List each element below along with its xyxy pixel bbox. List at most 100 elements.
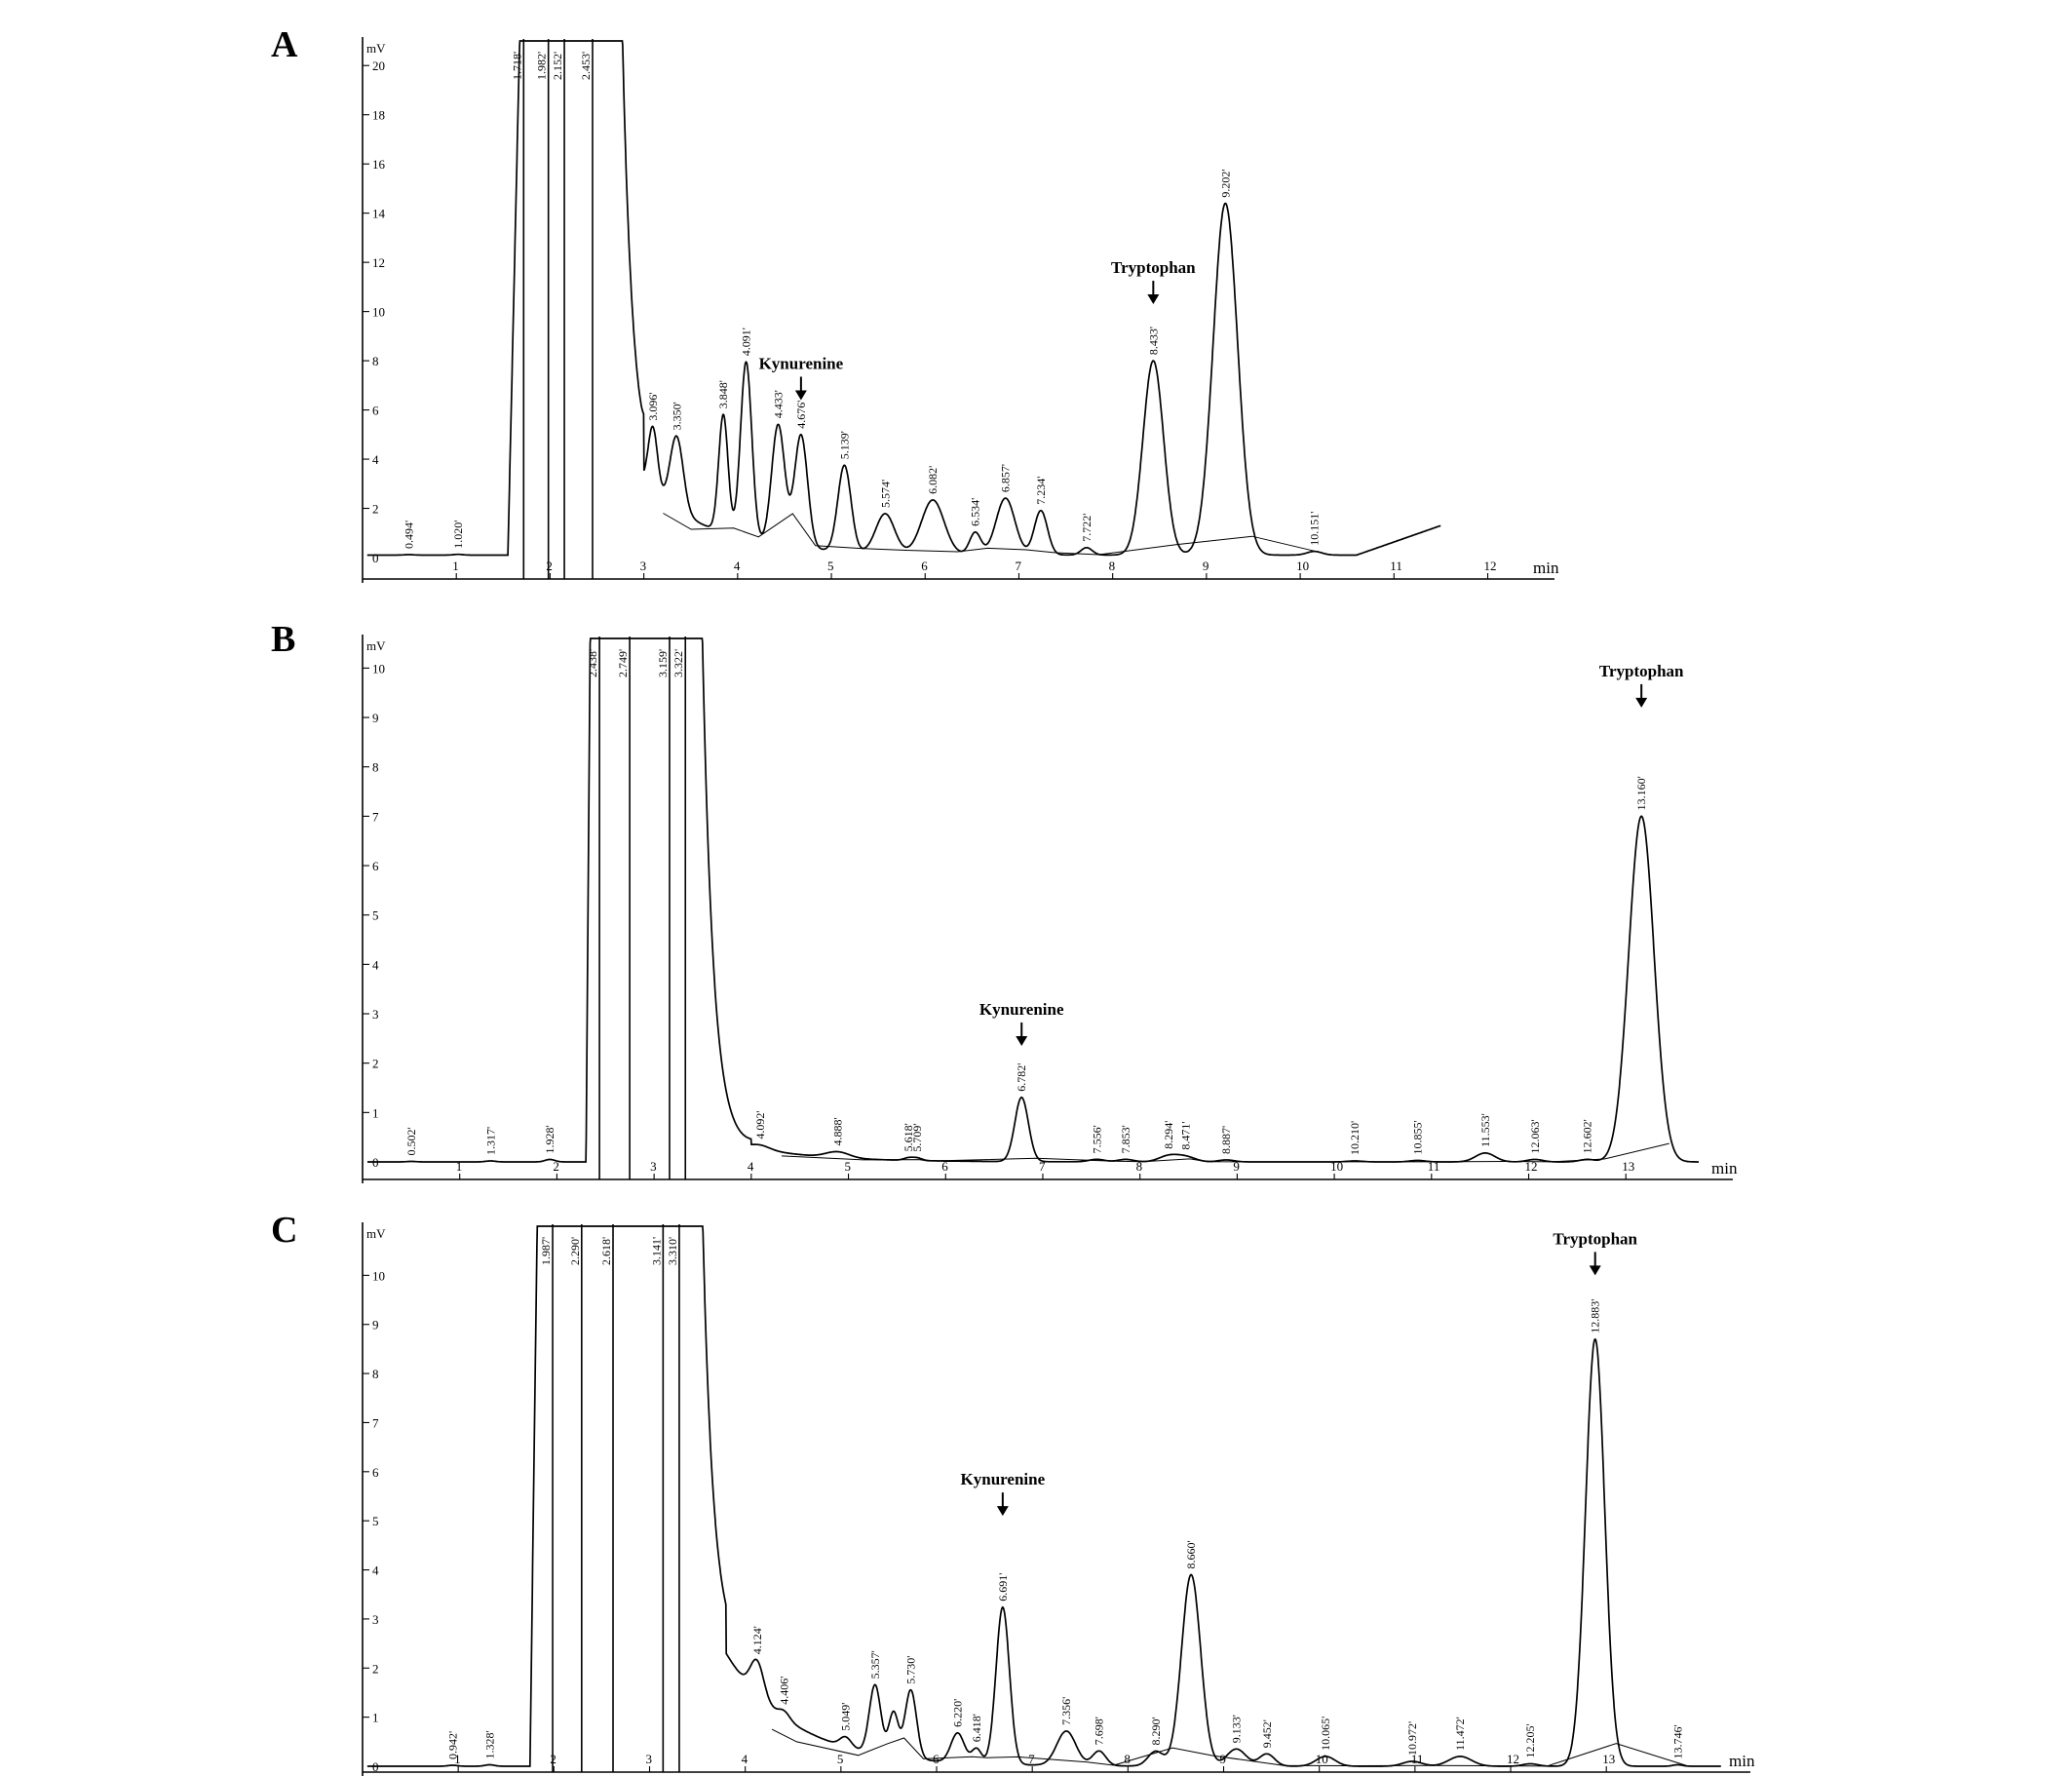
x-tick-label: 12 bbox=[1484, 559, 1497, 573]
x-tick-label: 1 bbox=[452, 559, 459, 573]
x-tick-label: 8 bbox=[1109, 559, 1116, 573]
y-tick-label: 2 bbox=[372, 502, 379, 517]
peak-label: 9.133' bbox=[1230, 1715, 1244, 1743]
x-tick-label: 4 bbox=[748, 1159, 754, 1174]
x-axis-unit: min bbox=[1533, 559, 1559, 577]
peak-label: 4.888' bbox=[830, 1117, 844, 1145]
y-tick-label: 10 bbox=[372, 1268, 385, 1283]
peak-label: 7.234' bbox=[1034, 477, 1048, 505]
peak-label: 1.928' bbox=[543, 1125, 556, 1153]
x-tick-label: 11 bbox=[1390, 559, 1402, 573]
peak-label: 6.534' bbox=[969, 498, 982, 526]
y-axis-unit: mV bbox=[366, 638, 386, 653]
y-tick-label: 14 bbox=[372, 207, 386, 221]
x-tick-label: 9 bbox=[1203, 559, 1209, 573]
peak-label: 13.746' bbox=[1670, 1724, 1684, 1758]
x-tick-label: 8 bbox=[1124, 1752, 1131, 1766]
compound-label: Tryptophan bbox=[1111, 258, 1196, 277]
y-tick-label: 1 bbox=[372, 1105, 379, 1120]
peak-label: 12.602' bbox=[1581, 1119, 1594, 1153]
peak-label: 4.124' bbox=[750, 1626, 764, 1654]
peak-label: 0.494' bbox=[403, 521, 416, 549]
spike-label: 2.453' bbox=[579, 52, 593, 80]
compound-label: Tryptophan bbox=[1599, 662, 1684, 680]
y-tick-label: 16 bbox=[372, 157, 386, 172]
spike-label: 3.310' bbox=[666, 1237, 679, 1265]
y-tick-label: 10 bbox=[372, 305, 385, 320]
y-tick-label: 2 bbox=[372, 1057, 379, 1071]
spike-label: 1.987' bbox=[539, 1237, 553, 1265]
x-tick-label: 7 bbox=[1015, 559, 1021, 573]
x-tick-label: 3 bbox=[640, 559, 647, 573]
x-tick-label: 8 bbox=[1136, 1159, 1143, 1174]
peak-label: 1.317' bbox=[483, 1127, 497, 1155]
panel-c: C mV12345678910012345678910111213min1.98… bbox=[271, 1210, 1755, 1776]
peak-label: 10.972' bbox=[1405, 1721, 1419, 1756]
y-tick-label: 8 bbox=[372, 1367, 379, 1381]
peak-label: 8.294' bbox=[1162, 1121, 1175, 1149]
spike-label: 2.438' bbox=[586, 649, 599, 677]
peak-label: 9.452' bbox=[1260, 1719, 1274, 1748]
signal-trace bbox=[366, 40, 1441, 557]
peak-label: 3.848' bbox=[716, 380, 730, 408]
y-tick-label: 3 bbox=[372, 1612, 379, 1627]
panel-letter: A bbox=[271, 24, 298, 65]
y-tick-label: 6 bbox=[372, 404, 379, 418]
peak-label: 5.139' bbox=[837, 431, 851, 459]
peak-label: 7.556' bbox=[1090, 1125, 1103, 1153]
peak-label: 10.151' bbox=[1308, 512, 1322, 546]
x-axis-unit: min bbox=[1711, 1159, 1738, 1178]
peak-label: 5.730' bbox=[904, 1656, 918, 1684]
y-tick-label: 5 bbox=[372, 1514, 379, 1528]
x-tick-label: 7 bbox=[1039, 1159, 1046, 1174]
peak-label: 13.160' bbox=[1634, 776, 1648, 810]
peak-label: 8.433' bbox=[1146, 327, 1160, 355]
y-tick-label: 7 bbox=[372, 809, 379, 824]
peak-label: 4.406' bbox=[778, 1677, 791, 1705]
y-tick-label: 5 bbox=[372, 908, 379, 923]
peak-label: 7.356' bbox=[1059, 1697, 1073, 1725]
peak-label: 12.883' bbox=[1589, 1299, 1602, 1333]
x-tick-label: 13 bbox=[1622, 1159, 1634, 1174]
compound-label: Kynurenine bbox=[961, 1470, 1046, 1488]
peak-label: 10.855' bbox=[1410, 1120, 1424, 1154]
annotation-arrow-head bbox=[794, 390, 807, 401]
integration-baseline bbox=[771, 1728, 1689, 1767]
compound-label: Tryptophan bbox=[1553, 1229, 1637, 1248]
y-tick-label: 4 bbox=[372, 957, 379, 972]
annotation-arrow-head bbox=[1147, 294, 1160, 305]
peak-label: 4.676' bbox=[794, 401, 808, 429]
x-tick-label: 1 bbox=[456, 1159, 463, 1174]
peak-label: 11.553' bbox=[1478, 1113, 1492, 1147]
peak-label: 7.698' bbox=[1093, 1717, 1106, 1745]
spike-label: 1.982' bbox=[535, 52, 549, 80]
panel-letter: C bbox=[271, 1210, 297, 1251]
y-tick-label: 0 bbox=[372, 551, 379, 565]
y-tick-label: 6 bbox=[372, 1465, 379, 1480]
y-tick-label: 18 bbox=[372, 108, 385, 123]
x-tick-label: 6 bbox=[941, 1159, 948, 1174]
signal-trace bbox=[367, 637, 1699, 1163]
annotation-arrow-head bbox=[996, 1506, 1009, 1517]
x-tick-label: 3 bbox=[646, 1752, 653, 1766]
panel-letter: B bbox=[271, 619, 295, 660]
x-tick-label: 10 bbox=[1296, 559, 1309, 573]
peak-label: 12.205' bbox=[1523, 1723, 1537, 1757]
peak-label: 10.210' bbox=[1348, 1121, 1362, 1155]
peak-label: 4.091' bbox=[740, 328, 753, 356]
peak-label: 6.082' bbox=[926, 466, 940, 494]
y-tick-label: 12 bbox=[372, 255, 385, 270]
x-tick-label: 6 bbox=[933, 1752, 940, 1766]
y-tick-label: 3 bbox=[372, 1007, 379, 1022]
peak-label: 4.433' bbox=[772, 390, 786, 418]
peak-label: 9.202' bbox=[1218, 169, 1232, 197]
spike-label: 2.152' bbox=[551, 52, 564, 80]
peak-label: 0.502' bbox=[404, 1127, 418, 1155]
x-tick-label: 3 bbox=[650, 1159, 657, 1174]
x-tick-label: 2 bbox=[546, 559, 553, 573]
x-tick-label: 2 bbox=[553, 1159, 559, 1174]
